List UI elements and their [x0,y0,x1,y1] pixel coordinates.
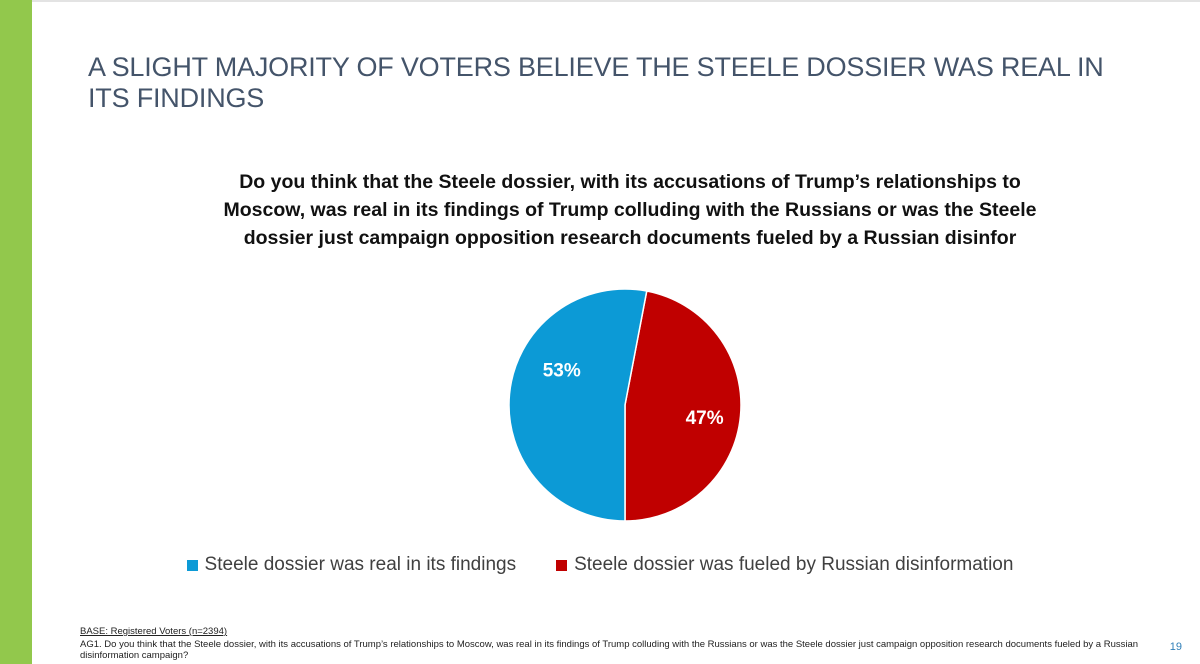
legend-item-disinformation: Steele dossier was fueled by Russian dis… [556,554,1013,576]
chart-legend: Steele dossier was real in its findings … [0,554,1200,576]
pie-slice-disinformation [624,290,742,522]
pie-chart: 47% 53% [508,288,742,522]
legend-label-real: Steele dossier was real in its findings [204,554,517,575]
legend-swatch-real [186,559,198,571]
top-divider [32,0,1200,2]
accent-side-bar [0,0,32,664]
slide-title: A SLIGHT MAJORITY OF VOTERS BELIEVE THE … [88,52,1104,113]
page-number: 19 [1169,641,1182,653]
base-label: BASE: Registered Voters (n=2394) [80,626,228,637]
legend-label-disinformation: Steele dossier was fueled by Russian dis… [574,554,1014,575]
chart-question: Do you think that the Steele dossier, wi… [223,171,1037,249]
legend-item-real: Steele dossier was real in its findings [186,554,517,576]
pie-slice-real [508,288,648,522]
pie-label-real: 53% [543,360,581,381]
footnote: BASE: Registered Voters (n=2394) AG1. Do… [80,626,1140,661]
legend-swatch-disinformation [556,559,568,571]
pie-label-disinformation: 47% [686,408,724,429]
footnote-question: AG1. Do you think that the Steele dossie… [80,639,1139,661]
